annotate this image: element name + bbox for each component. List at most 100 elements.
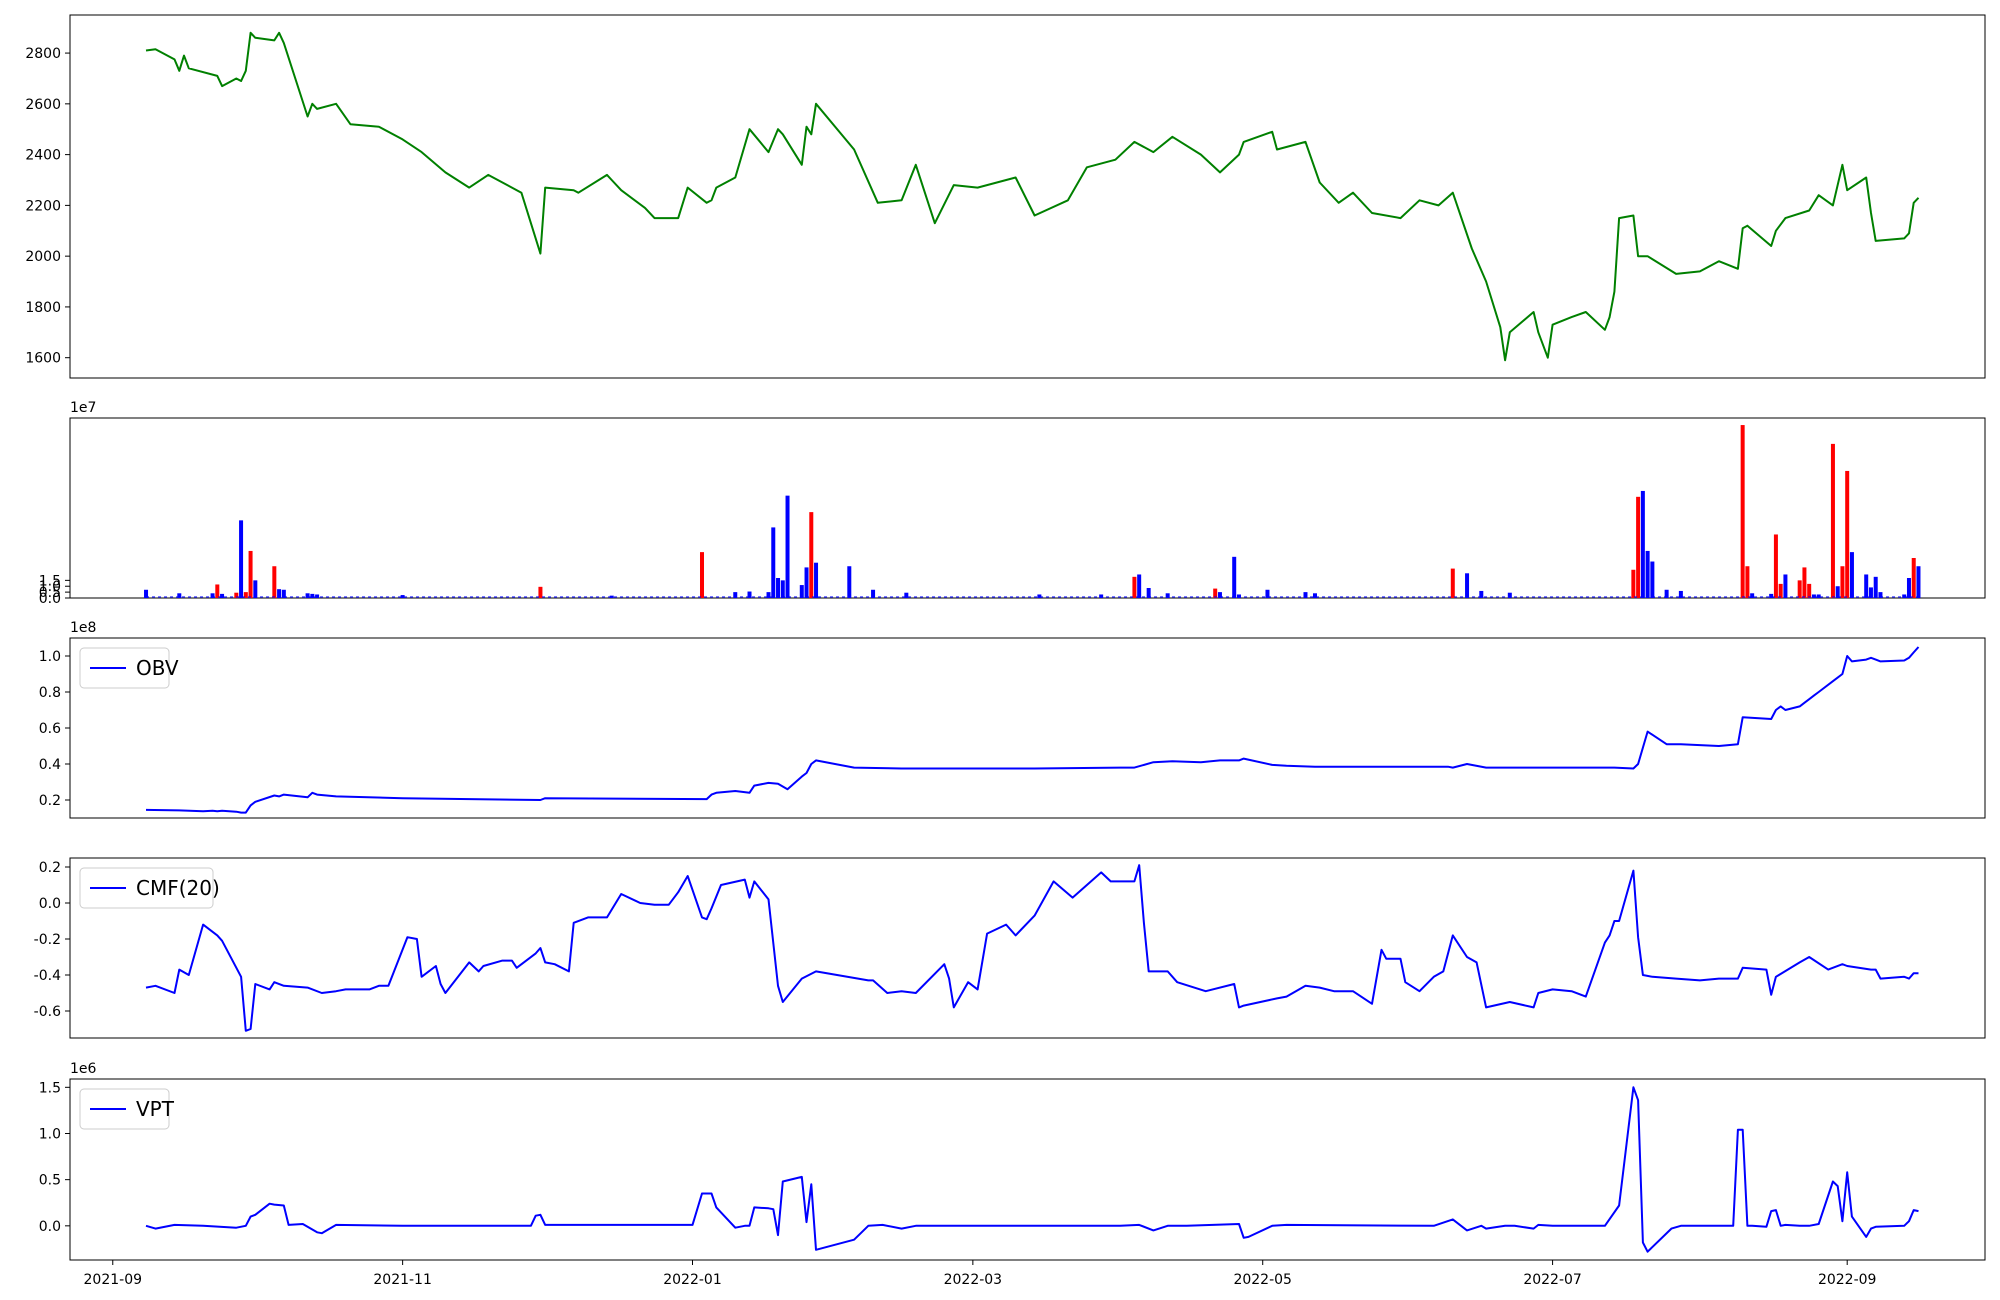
volume-bar — [1835, 586, 1840, 598]
offset-label: 1e6 — [70, 1061, 97, 1077]
volume-bar — [1811, 594, 1816, 598]
subplot-2: 0.00.51.01.5 1e7 — [39, 400, 1986, 607]
offset-label: 1e7 — [70, 400, 96, 416]
volume-bar — [1878, 592, 1883, 598]
volume-bar — [1797, 580, 1802, 598]
subplot-4: -0.6 -0.4 -0.2 0.0 0.2 CMF(20) — [34, 857, 1986, 1039]
series-line — [145, 1086, 1919, 1253]
volume-bar — [234, 592, 239, 598]
volume-bar — [1830, 443, 1835, 598]
y-tick-label: 1.0 — [39, 649, 61, 665]
volume-bar — [1902, 594, 1907, 598]
volume-bar — [809, 512, 814, 598]
volume-bar — [1232, 556, 1237, 598]
volume-bar — [699, 552, 704, 598]
axes-frame — [69, 857, 1986, 1039]
volume-bar — [277, 589, 282, 598]
volume-bar — [747, 591, 752, 598]
volume-bar — [1807, 583, 1812, 598]
y-tick-label: 1.5 — [39, 573, 61, 589]
volume-bar — [1650, 561, 1655, 598]
volume-bar — [400, 595, 405, 598]
y-tick-label: 2400 — [25, 148, 61, 164]
volume-bar — [766, 592, 771, 598]
volume-bar — [1906, 578, 1911, 598]
y-tick-label: 0.2 — [39, 793, 61, 809]
x-tick-label: 2021-11 — [373, 1272, 432, 1288]
volume-bar — [1916, 566, 1921, 598]
volume-bar — [243, 592, 248, 598]
y-tick-label: 0.2 — [39, 860, 61, 876]
volume-bar — [1640, 490, 1645, 598]
y-tick-label: 2200 — [25, 198, 61, 214]
volume-bar — [904, 592, 909, 598]
volume-bar — [315, 594, 320, 598]
volume-bar — [1849, 552, 1854, 598]
y-tick-label: 0.8 — [39, 685, 61, 701]
y-tick-label: 0.0 — [39, 896, 61, 912]
x-tick-label: 2021-09 — [84, 1272, 143, 1288]
y-tick-label: -0.4 — [34, 968, 61, 984]
volume-bar — [780, 580, 785, 598]
volume-bar — [1773, 534, 1778, 598]
volume-bar — [1864, 574, 1869, 598]
volume-bar — [215, 584, 220, 598]
series-line — [145, 864, 1919, 1032]
y-tick-label: 0.5 — [39, 585, 61, 601]
volume-bar — [771, 527, 776, 598]
volume-bar — [1873, 576, 1878, 598]
legend-label: CMF(20) — [136, 876, 220, 900]
subplot-3: 0.2 0.4 0.6 0.8 1.0 1e8 OBV — [39, 620, 1986, 819]
volume-bar — [1265, 589, 1270, 598]
y-tick-label: 2000 — [25, 249, 61, 265]
x-tick-label: 2022-05 — [1233, 1272, 1292, 1288]
volume-bar — [1802, 567, 1807, 598]
y-tick-label: -0.6 — [34, 1004, 61, 1020]
volume-bar — [1217, 592, 1222, 598]
volume-bar — [1146, 588, 1151, 598]
y-tick-label: 0.6 — [39, 721, 61, 737]
volume-bar — [1137, 574, 1142, 598]
volume-bar — [609, 595, 614, 598]
volume-bar — [1507, 592, 1512, 598]
volume-bar — [847, 566, 852, 598]
volume-bar — [1165, 593, 1170, 598]
y-tick-label: 1800 — [25, 300, 61, 316]
volume-bar — [144, 589, 149, 598]
volume-bar — [210, 593, 215, 598]
volume-bar — [1303, 592, 1308, 598]
volume-bar — [1037, 594, 1042, 598]
volume-bar — [1312, 593, 1317, 598]
volume-bar — [281, 589, 286, 598]
volume-bar — [239, 520, 244, 598]
volume-bar — [1816, 594, 1821, 598]
volume-bar — [538, 586, 543, 598]
legend-box — [79, 867, 214, 909]
volume-bar — [799, 585, 804, 598]
series-line — [145, 31, 1920, 362]
volume-bar — [305, 593, 310, 598]
volume-bar — [1740, 425, 1745, 598]
volume-bar — [1465, 573, 1470, 598]
y-tick-label: 1.0 — [39, 1126, 61, 1142]
volume-bar — [1840, 566, 1845, 598]
x-tick-label: 2022-07 — [1523, 1272, 1582, 1288]
y-tick-label: 0.5 — [39, 1173, 61, 1189]
volume-bar — [1636, 496, 1641, 598]
volume-bar — [1911, 558, 1916, 598]
volume-bar — [1783, 574, 1788, 598]
volume-bar — [1868, 587, 1873, 598]
axes-frame — [69, 1078, 1986, 1261]
y-tick-label: 0.0 — [39, 1219, 61, 1235]
y-tick-label: 1.5 — [39, 1080, 61, 1096]
axes-frame — [69, 14, 1986, 379]
y-tick-label: 0.4 — [39, 757, 61, 773]
volume-bar — [1631, 569, 1636, 598]
volume-bar — [1450, 568, 1455, 598]
x-tick-label: 2022-03 — [944, 1272, 1003, 1288]
volume-bar — [1678, 590, 1683, 598]
subplot-1: 1600 1800 2000 2200 2400 2600 2800 — [25, 14, 1986, 379]
volume-bar — [871, 589, 876, 598]
y-tick-label: 1.0 — [39, 579, 61, 595]
